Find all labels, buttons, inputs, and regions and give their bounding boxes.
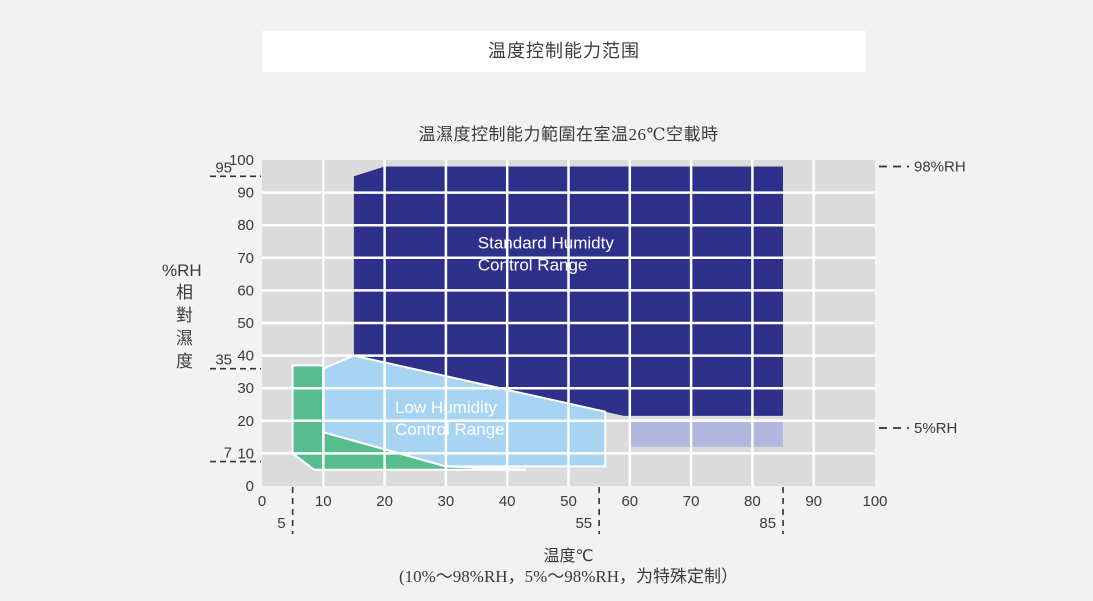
x-tick-label: 0 [258,493,266,510]
x-tick-label: 80 [744,493,761,510]
x-axis-title: 温度℃ [543,548,594,565]
y-tick-label: 60 [237,282,254,299]
footnote: (10%～98%RH，5%～98%RH，为特殊定制） [398,567,739,586]
right-annotation-label: 5%RH [914,420,957,437]
region-label-low-humidity: Control Range [395,420,505,439]
title-box: 温度控制能力范围 [262,31,866,72]
region-extended-5rh-range [629,420,783,447]
page-title: 温度控制能力范围 [488,41,640,61]
y-tick-label: 90 [237,185,254,202]
left-mark-label: 35 [215,352,232,369]
y-tick-label: 0 [246,478,254,495]
right-annotation-label: 98%RH [914,159,966,176]
x-tick-label: 20 [376,493,393,510]
y-tick-label: 40 [237,348,254,365]
y-tick-label: 10 [237,445,254,462]
y-axis-label-rh: %RH [162,261,202,280]
y-tick-label: 20 [237,413,254,430]
region-label-low-humidity: Low Humidity [395,398,498,417]
x-tick-label: 30 [438,493,455,510]
y-tick-label: 30 [237,380,254,397]
bottom-mark-label: 85 [759,515,776,532]
y-tick-label: 50 [237,315,254,332]
x-tick-label: 70 [683,493,700,510]
x-tick-label: 10 [315,493,332,510]
x-tick-label: 90 [805,493,822,510]
x-tick-label: 60 [621,493,638,510]
left-mark-label: 95 [215,159,232,176]
bottom-mark-label: 5 [277,515,285,532]
x-tick-label: 40 [499,493,516,510]
x-tick-label: 50 [560,493,577,510]
region-label-standard-humidity: Control Range [478,256,588,275]
x-tick-label: 100 [862,493,887,510]
left-mark-label: 7 [224,445,232,462]
y-tick-label: 70 [237,250,254,267]
bottom-mark-label: 55 [575,515,592,532]
y-tick-label: 100 [229,152,254,169]
region-label-standard-humidity: Standard Humidty [478,234,615,253]
y-tick-label: 80 [237,217,254,234]
y-axis-label-cjk: 相對濕度 [176,283,193,371]
chart-subtitle: 温濕度控制能力範圍在室温26℃空載時 [418,125,719,144]
